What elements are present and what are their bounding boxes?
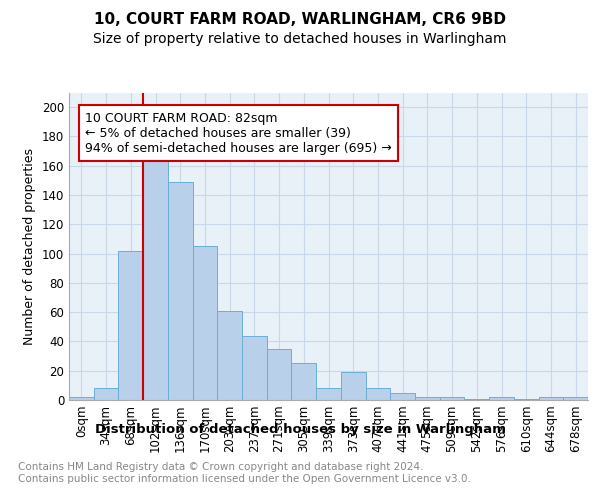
Bar (440, 397, 464, 400)
Bar (390, 392, 415, 400)
Bar (464, 398, 489, 400)
Bar (267, 349, 292, 400)
Bar (514, 398, 539, 400)
Bar (193, 246, 217, 400)
Bar (143, 157, 168, 400)
Text: 10, COURT FARM ROAD, WARLINGHAM, CR6 9BD: 10, COURT FARM ROAD, WARLINGHAM, CR6 9BD (94, 12, 506, 28)
Bar (415, 397, 440, 400)
Bar (168, 182, 193, 400)
Bar (242, 336, 267, 400)
Bar (365, 388, 390, 400)
Bar (341, 372, 365, 400)
Bar (94, 388, 118, 400)
Bar (563, 397, 588, 400)
Bar (69, 397, 94, 400)
Text: 10 COURT FARM ROAD: 82sqm
← 5% of detached houses are smaller (39)
94% of semi-d: 10 COURT FARM ROAD: 82sqm ← 5% of detach… (85, 112, 392, 154)
Bar (118, 250, 143, 400)
Bar (292, 364, 316, 400)
Text: Size of property relative to detached houses in Warlingham: Size of property relative to detached ho… (93, 32, 507, 46)
Y-axis label: Number of detached properties: Number of detached properties (23, 148, 36, 345)
Bar (539, 397, 563, 400)
Bar (316, 388, 341, 400)
Bar (489, 397, 514, 400)
Text: Distribution of detached houses by size in Warlingham: Distribution of detached houses by size … (95, 422, 505, 436)
Bar (217, 310, 242, 400)
Text: Contains HM Land Registry data © Crown copyright and database right 2024.
Contai: Contains HM Land Registry data © Crown c… (18, 462, 471, 484)
